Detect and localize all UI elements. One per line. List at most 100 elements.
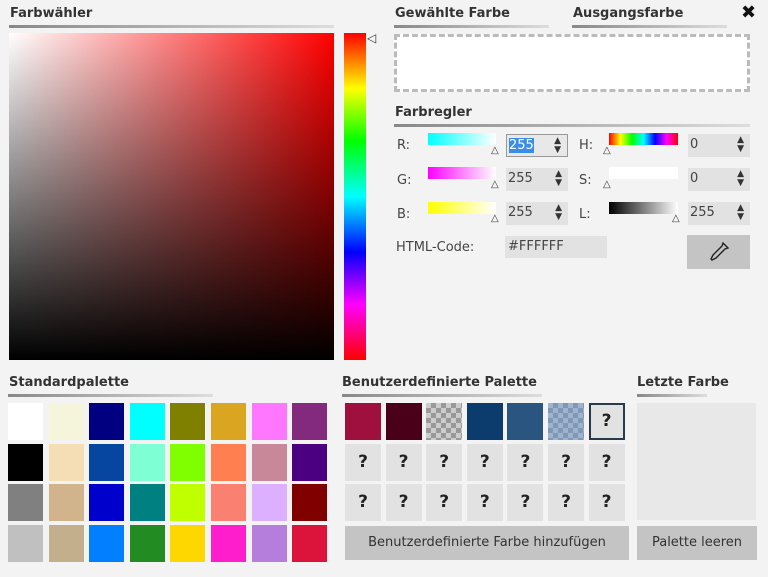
palette-swatch[interactable] (89, 484, 125, 522)
add-custom-color-button[interactable]: Benutzerdefinierte Farbe hinzufügen (345, 526, 629, 560)
spin-arrows-icon[interactable]: ▲ ▼ (737, 203, 744, 222)
b-input[interactable]: 255 ▲ ▼ (506, 202, 568, 225)
clear-palette-button[interactable]: Palette leeren (637, 526, 757, 560)
palette-swatch[interactable] (170, 525, 206, 563)
empty-custom-slot[interactable]: ? (507, 484, 544, 522)
empty-custom-slot[interactable]: ? (466, 484, 503, 522)
triangle-icon[interactable]: △ (491, 213, 499, 224)
empty-custom-slot[interactable]: ? (588, 484, 625, 522)
h-input[interactable]: 0 ▲ ▼ (688, 134, 750, 157)
custom-swatch[interactable] (345, 403, 381, 440)
empty-custom-slot[interactable]: ? (588, 403, 625, 440)
custom-palette-title: Benutzerdefinierte Palette (342, 375, 537, 390)
palette-swatch[interactable] (170, 484, 206, 522)
palette-swatch[interactable] (129, 484, 165, 522)
palette-swatch[interactable] (89, 525, 125, 563)
b-value: 255 (508, 205, 533, 220)
s-input[interactable]: 0 ▲ ▼ (688, 168, 750, 191)
spin-arrows-icon[interactable]: ▲ ▼ (737, 169, 744, 188)
palette-swatch[interactable] (251, 525, 287, 563)
palette-swatch[interactable] (8, 484, 43, 522)
empty-custom-slot[interactable]: ? (466, 443, 503, 481)
empty-custom-slot[interactable]: ? (507, 443, 544, 481)
r-label: R: (397, 138, 411, 153)
s-label: S: (579, 173, 592, 188)
eyedropper-icon (709, 241, 729, 261)
spin-arrows-icon[interactable]: ▲ ▼ (555, 169, 562, 188)
palette-swatch[interactable] (8, 443, 43, 481)
empty-custom-slot[interactable]: ? (426, 443, 463, 481)
palette-swatch[interactable] (129, 525, 165, 563)
palette-swatch[interactable] (48, 403, 84, 440)
palette-swatch[interactable] (292, 484, 328, 522)
triangle-icon[interactable]: △ (603, 145, 611, 156)
palette-swatch[interactable] (170, 443, 206, 481)
empty-custom-slot[interactable]: ? (345, 443, 381, 481)
spin-arrows-icon[interactable]: ▲ ▼ (554, 136, 561, 155)
palette-swatch[interactable] (251, 484, 287, 522)
g-input[interactable]: 255 ▲ ▼ (506, 168, 568, 191)
g-slider[interactable] (428, 167, 496, 179)
spin-arrows-icon[interactable]: ▲ ▼ (737, 135, 744, 154)
h-slider[interactable] (609, 133, 678, 145)
triangle-icon[interactable]: △ (491, 145, 499, 156)
custom-swatch[interactable] (426, 403, 463, 440)
empty-custom-slot[interactable]: ? (385, 443, 422, 481)
palette-swatch[interactable] (292, 525, 328, 563)
l-value: 255 (690, 205, 715, 220)
divider (572, 25, 727, 28)
palette-swatch[interactable] (8, 403, 43, 440)
triangle-icon[interactable]: △ (491, 179, 499, 190)
empty-custom-slot[interactable]: ? (426, 484, 463, 522)
r-input[interactable]: 255 ▲ ▼ (506, 134, 568, 157)
palette-swatch[interactable] (292, 403, 328, 440)
g-value: 255 (508, 171, 533, 186)
triangle-icon[interactable]: △ (672, 213, 680, 224)
palette-swatch[interactable] (251, 403, 287, 440)
palette-swatch[interactable] (89, 403, 125, 440)
palette-swatch[interactable] (129, 443, 165, 481)
close-icon[interactable]: ✖ (741, 2, 757, 23)
empty-custom-slot[interactable]: ? (588, 443, 625, 481)
palette-swatch[interactable] (211, 484, 246, 522)
divider (342, 394, 542, 397)
palette-swatch[interactable] (8, 525, 43, 563)
triangle-icon[interactable]: △ (603, 179, 611, 190)
custom-swatch[interactable] (507, 403, 544, 440)
palette-swatch[interactable] (48, 525, 84, 563)
b-slider[interactable] (428, 202, 496, 214)
palette-swatch[interactable] (48, 443, 84, 481)
custom-swatch[interactable] (548, 403, 584, 440)
eyedropper-button[interactable] (687, 235, 750, 269)
custom-swatch[interactable] (466, 403, 503, 440)
empty-custom-slot[interactable]: ? (385, 484, 422, 522)
palette-swatch[interactable] (89, 443, 125, 481)
palette-swatch[interactable] (48, 484, 84, 522)
empty-custom-slot[interactable]: ? (345, 484, 381, 522)
color-field[interactable] (9, 33, 334, 360)
palette-swatch[interactable] (251, 443, 287, 481)
html-code-input[interactable]: #FFFFFF (505, 236, 607, 258)
hue-thumb-icon[interactable]: ◁ (367, 31, 377, 45)
palette-swatch[interactable] (170, 403, 206, 440)
r-slider[interactable] (428, 133, 496, 145)
spin-arrows-icon[interactable]: ▲ ▼ (555, 203, 562, 222)
l-label: L: (579, 207, 591, 222)
l-slider[interactable] (609, 202, 678, 214)
palette-swatch[interactable] (211, 403, 246, 440)
custom-swatch[interactable] (385, 403, 422, 440)
standard-palette-title: Standardpalette (9, 375, 129, 390)
r-value: 255 (509, 138, 534, 153)
g-label: G: (397, 173, 412, 188)
hue-bar[interactable] (344, 33, 366, 360)
empty-custom-slot[interactable]: ? (548, 484, 584, 522)
divider (9, 25, 334, 28)
empty-custom-slot[interactable]: ? (548, 443, 584, 481)
l-input[interactable]: 255 ▲ ▼ (688, 202, 750, 225)
s-slider[interactable] (609, 167, 678, 179)
palette-swatch[interactable] (292, 443, 328, 481)
palette-swatch[interactable] (211, 443, 246, 481)
palette-swatch[interactable] (211, 525, 246, 563)
palette-swatch[interactable] (129, 403, 165, 440)
divider (394, 124, 750, 127)
